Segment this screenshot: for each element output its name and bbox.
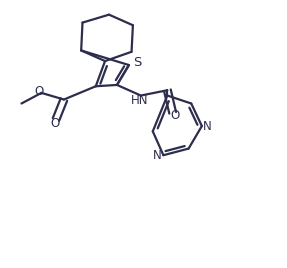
Text: O: O <box>50 117 59 130</box>
Text: O: O <box>34 85 43 98</box>
Text: O: O <box>171 109 180 122</box>
Text: N: N <box>203 120 212 133</box>
Text: S: S <box>133 56 142 69</box>
Text: HN: HN <box>131 94 148 107</box>
Text: N: N <box>153 149 162 162</box>
